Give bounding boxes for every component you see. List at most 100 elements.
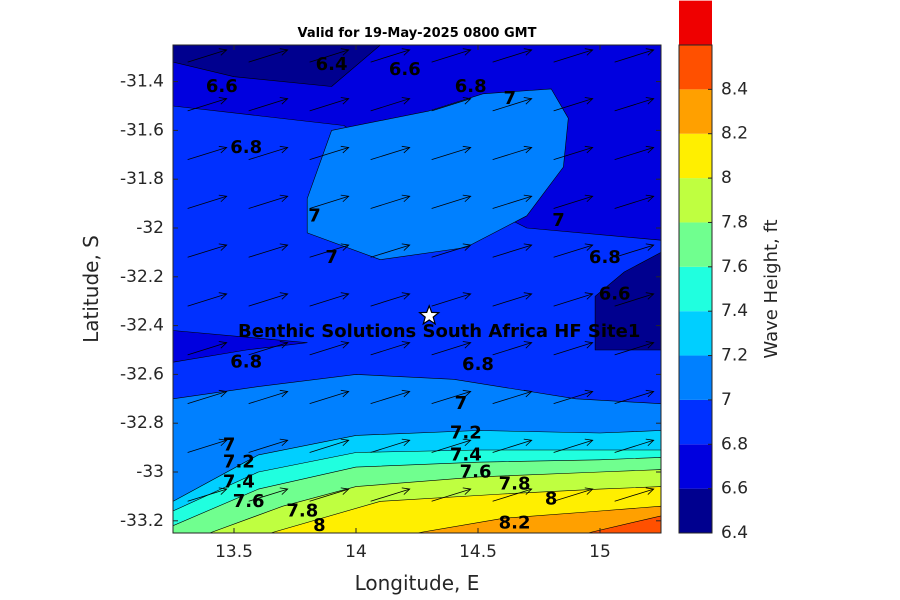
vector-arrow-head: [462, 292, 472, 300]
vector-arrow: [370, 244, 410, 258]
vector-arrow-head: [584, 48, 594, 56]
contour-label: 6.6: [599, 283, 631, 304]
vector-arrow: [248, 439, 288, 453]
colorbar-band: [679, 311, 712, 356]
vector-arrow-head: [218, 145, 228, 154]
vector-arrow: [553, 488, 593, 502]
vector-arrow: [431, 342, 471, 356]
colorbar-band: [679, 133, 712, 179]
contour-label: 7: [308, 205, 321, 226]
vector-arrow-head: [523, 292, 533, 300]
colorbar-band: [679, 444, 712, 489]
vector-arrow: [248, 244, 288, 258]
colorbar-frame: [678, 44, 713, 534]
vector-arrow-head: [401, 145, 411, 154]
colorbar-tick-label: 7.8: [721, 212, 748, 232]
vector-arrow-head: [523, 243, 533, 251]
vector-arrow-head: [462, 97, 472, 105]
vector-arrow: [492, 244, 532, 258]
vector-arrow: [431, 195, 471, 209]
vector-arrow: [370, 342, 410, 356]
vector-arrow: [614, 488, 654, 502]
vector-arrow-head: [523, 341, 533, 349]
vector-arrow: [553, 244, 593, 258]
vector-arrow-head: [584, 243, 594, 251]
vector-arrow: [614, 244, 654, 258]
vector-arrow-head: [584, 438, 594, 447]
vector-arrow: [614, 391, 654, 405]
vector-arrow-head: [645, 48, 655, 56]
vector-arrow: [248, 195, 288, 209]
contour-label: 6.8: [462, 354, 494, 375]
wave-direction-vectors: [187, 48, 655, 502]
vector-arrow: [187, 342, 227, 356]
contour-label: 7.4: [450, 444, 482, 465]
y-axis-label: Latitude, S: [79, 235, 103, 343]
vector-arrow: [431, 98, 471, 112]
vector-arrow: [431, 439, 471, 453]
vector-arrow-head: [584, 487, 594, 495]
vector-arrow: [553, 195, 593, 209]
vector-arrow: [187, 98, 227, 112]
vector-arrow-head: [645, 487, 655, 495]
vector-arrow: [248, 488, 288, 502]
y-tick-label: -33.2: [120, 511, 164, 531]
contour-label: 7: [455, 393, 468, 414]
vector-arrow: [492, 49, 532, 63]
colorbar-band: [679, 355, 712, 400]
vector-arrow: [309, 488, 349, 502]
vector-arrow: [187, 147, 227, 161]
vector-arrow-head: [340, 97, 350, 105]
colorbar-tick-label: 7.2: [721, 346, 748, 366]
vector-arrow-head: [401, 292, 411, 300]
vector-arrow-head: [523, 487, 533, 495]
vector-arrow: [492, 439, 532, 453]
vector-arrow: [492, 98, 532, 112]
site-marker-group: Benthic Solutions South Africa HF Site1: [238, 304, 640, 342]
vector-arrow: [492, 293, 532, 307]
vector-arrow-head: [279, 389, 289, 398]
vector-arrow: [370, 195, 410, 209]
vector-arrow: [431, 488, 471, 502]
site-star-icon: [418, 304, 441, 326]
y-tick-label: -31.4: [120, 72, 164, 92]
contour-label: 7: [223, 435, 236, 456]
colorbar-band: [679, 45, 712, 90]
vector-arrow-head: [584, 194, 594, 203]
vector-arrow-head: [584, 292, 594, 300]
y-tick-label: -32.4: [120, 316, 164, 336]
vector-arrow: [370, 98, 410, 112]
plot-frame: [172, 44, 662, 534]
contour-label: 7.8: [499, 474, 531, 495]
vector-arrow-head: [279, 97, 289, 105]
vector-arrow: [614, 293, 654, 307]
vector-arrow-head: [462, 487, 472, 495]
vector-arrow: [431, 293, 471, 307]
vector-arrow-head: [340, 487, 350, 495]
vector-arrow-head: [218, 48, 228, 56]
vector-arrow-head: [584, 389, 594, 398]
vector-arrow-head: [401, 389, 411, 398]
vector-arrow: [248, 147, 288, 161]
vector-arrow-head: [279, 48, 289, 56]
colorbar-tick-label: 7.4: [721, 301, 748, 321]
vector-arrow-head: [340, 243, 350, 251]
vector-arrow-head: [218, 292, 228, 300]
vector-arrow: [187, 293, 227, 307]
vector-arrow: [309, 391, 349, 405]
contour-label: 6.6: [206, 76, 238, 97]
contour-label: 6.4: [316, 54, 348, 75]
vector-arrow-head: [279, 487, 289, 495]
y-tick-label: -31.6: [120, 120, 164, 140]
contour-label: 8: [545, 488, 558, 509]
vector-arrow: [492, 195, 532, 209]
vector-arrow: [492, 391, 532, 405]
vector-arrow-head: [401, 243, 411, 251]
vector-arrow: [553, 391, 593, 405]
contour-label: 7.2: [223, 452, 255, 473]
colorbar-band: [679, 399, 712, 445]
vector-arrow: [431, 244, 471, 258]
vector-arrow-head: [523, 97, 533, 105]
contour-label: 7.6: [233, 491, 265, 512]
vector-arrow-head: [340, 341, 350, 349]
